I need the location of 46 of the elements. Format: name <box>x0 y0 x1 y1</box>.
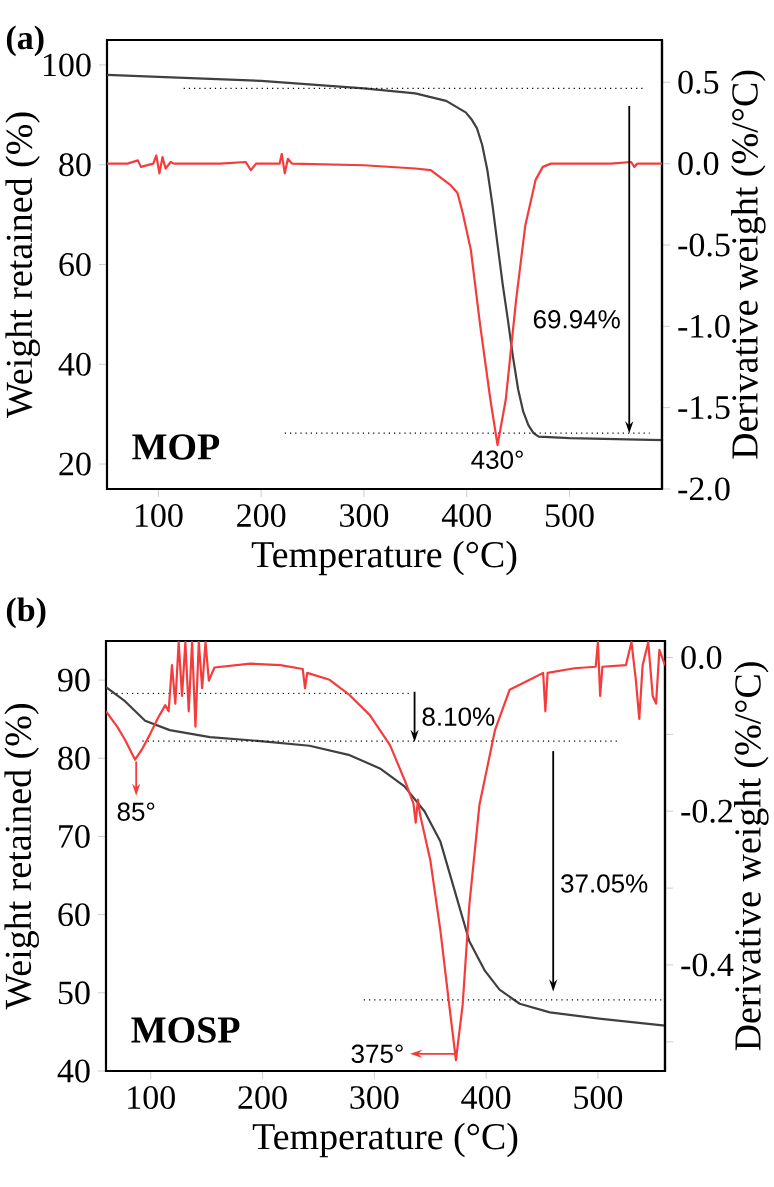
y-tick-label: 20 <box>59 452 91 476</box>
chart-title: (b) <box>6 597 46 629</box>
annotation: 430° <box>471 450 523 469</box>
y2-tick-label: -1.0 <box>678 314 730 338</box>
x-axis-title: Temperature (°C) <box>251 540 517 576</box>
x-axis-title: Temperature (°C) <box>252 1122 518 1158</box>
x-tick-label: 400 <box>441 504 491 528</box>
y-tick-label: 60 <box>59 253 91 276</box>
x-tick-label: 300 <box>350 1086 399 1110</box>
x-tick-label: 300 <box>340 504 389 528</box>
y-tick-label: 60 <box>58 903 90 927</box>
x-tick-label: 400 <box>461 1086 511 1110</box>
y2-tick-label: 0.5 <box>678 70 719 94</box>
x-tick-label: 500 <box>545 504 594 528</box>
x-tick-label: 100 <box>135 504 183 528</box>
y2-tick-label: -0.5 <box>678 233 730 257</box>
y2-tick-label: 0.0 <box>678 152 719 176</box>
annotation: 69.94% <box>533 310 620 329</box>
y2-axis-title: Derivative weight (%/°C) <box>734 662 769 1051</box>
y-tick-label: 40 <box>57 1059 90 1083</box>
y-tick-label: 70 <box>59 824 90 848</box>
y-tick-label: 90 <box>58 668 90 692</box>
annotation: 37.05% <box>561 874 648 893</box>
y-tick-label: 80 <box>59 153 91 177</box>
annotation: 375° <box>351 1044 403 1063</box>
x-tick-label: 200 <box>238 1086 287 1110</box>
y2-tick-label: -1.5 <box>678 396 730 420</box>
annotation: 8.10% <box>422 707 495 726</box>
chart-title: (a) <box>6 25 44 57</box>
x-tick-label: 200 <box>237 504 286 528</box>
annotation: MOSP <box>131 1017 240 1043</box>
x-tick-label: 500 <box>574 1086 623 1110</box>
y-tick-label: 50 <box>58 981 90 1005</box>
annotation: MOP <box>132 434 220 460</box>
y2-tick-label: -0.4 <box>681 953 734 977</box>
y-axis-title: Weight retained (%) <box>4 704 39 1010</box>
y-tick-label: 80 <box>58 746 90 770</box>
y-tick-label: 40 <box>58 352 91 376</box>
y2-tick-label: -0.2 <box>681 799 732 823</box>
y2-axis-title: Derivative weight (%/°C) <box>731 70 766 459</box>
x-tick-label: 100 <box>128 1086 175 1110</box>
y2-tick-label: -2.0 <box>678 477 730 501</box>
y-axis-title: Weight retained (%) <box>5 112 40 419</box>
annotation: 85° <box>117 802 155 821</box>
y2-tick-label: 0.0 <box>681 645 722 670</box>
y-tick-label: 100 <box>43 53 91 77</box>
